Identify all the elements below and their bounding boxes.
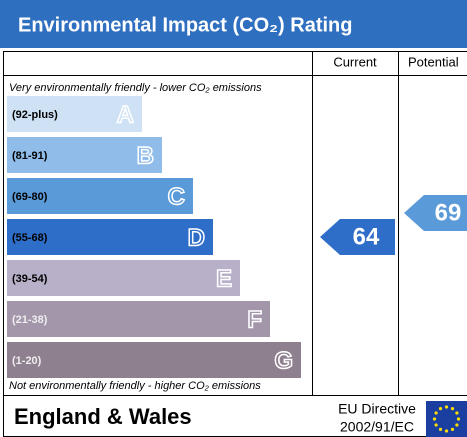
band-range: (1-20) [12,355,42,367]
directive-number: 2002/91/EC [340,419,414,435]
band-range: (55-68) [12,232,48,244]
directive: EU Directive [338,401,416,417]
title-bar [0,0,467,48]
bottom-note: Not environmentally friendly - higher CO… [9,380,261,392]
eu-star [450,427,455,431]
eu-star [455,423,459,427]
band-range: (92-plus) [12,109,58,121]
eu-star [456,417,461,421]
eu-star [434,411,438,415]
eu-star [444,405,449,409]
band-letter: D [188,224,205,251]
eu-stars [432,405,461,433]
band-bar [7,137,162,173]
eu-star [438,427,443,431]
eu-star [444,429,449,433]
eu-star [432,417,437,421]
eu-star [450,407,455,411]
bands: (92-plus) A (81-91) B (69-80) C (55-68) D (39-54… [7,96,301,378]
potential-arrow [404,195,467,231]
region: England & Wales [14,404,192,429]
band-range: (21-38) [12,314,48,326]
potential-value: 69 [435,199,462,226]
band-letter: C [168,183,185,210]
band-bar [7,219,213,255]
column-header: Current [333,54,377,69]
band-letter: F [247,306,262,333]
band-bar [7,301,270,337]
top-note: Very environmentally friendly - lower CO… [9,82,262,94]
eu-star [438,407,443,411]
eu-star [455,411,459,415]
title: Environmental Impact (CO₂) Rating [18,14,352,36]
current-arrow [320,219,395,255]
band-bar [7,178,193,214]
band-range: (81-91) [12,150,48,162]
band-bar [7,342,301,378]
band-range: (39-54) [12,273,48,285]
eu-star [434,423,438,427]
band-bar [7,96,142,132]
band-letter: G [274,347,293,374]
band-bar [7,260,240,296]
current-value: 64 [353,223,380,250]
band-letter: E [216,265,232,292]
column-header: Potential [408,54,459,69]
band-range: (69-80) [12,191,48,203]
band-letter: B [137,142,154,169]
band-letter: A [117,101,134,128]
